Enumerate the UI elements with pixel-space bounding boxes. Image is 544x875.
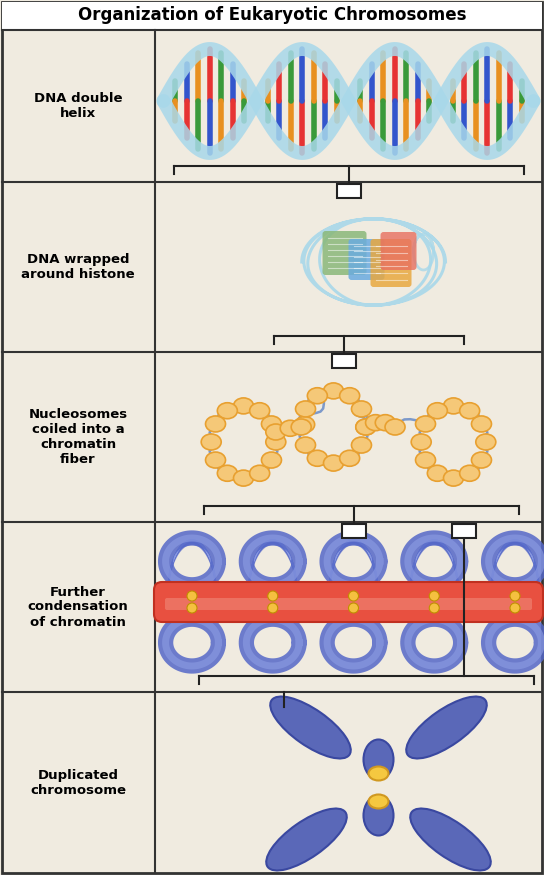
- Polygon shape: [491, 540, 539, 595]
- Ellipse shape: [410, 808, 491, 871]
- Ellipse shape: [324, 455, 343, 471]
- Bar: [2, 2, 542, 30]
- Polygon shape: [410, 540, 458, 596]
- Circle shape: [429, 591, 439, 601]
- FancyBboxPatch shape: [370, 239, 411, 287]
- Ellipse shape: [368, 794, 388, 808]
- Ellipse shape: [460, 466, 480, 481]
- Ellipse shape: [339, 451, 360, 466]
- Polygon shape: [491, 540, 539, 596]
- Ellipse shape: [428, 466, 447, 481]
- Ellipse shape: [356, 419, 376, 435]
- Ellipse shape: [250, 402, 270, 419]
- FancyBboxPatch shape: [323, 231, 367, 275]
- Ellipse shape: [443, 398, 463, 414]
- Bar: [331, 354, 355, 368]
- Polygon shape: [168, 540, 216, 595]
- Ellipse shape: [280, 420, 300, 437]
- Ellipse shape: [416, 452, 436, 468]
- FancyBboxPatch shape: [165, 598, 532, 610]
- Bar: [337, 184, 361, 198]
- Text: Nucleosomes
coiled into a
chromatin
fiber: Nucleosomes coiled into a chromatin fibe…: [28, 408, 127, 466]
- Ellipse shape: [363, 739, 393, 780]
- Polygon shape: [249, 540, 296, 595]
- Circle shape: [268, 591, 278, 601]
- Ellipse shape: [295, 437, 316, 453]
- Ellipse shape: [472, 416, 491, 432]
- Ellipse shape: [262, 452, 281, 468]
- Ellipse shape: [291, 419, 311, 435]
- Ellipse shape: [295, 401, 316, 417]
- FancyBboxPatch shape: [349, 239, 385, 280]
- Polygon shape: [249, 540, 296, 596]
- Ellipse shape: [472, 452, 491, 468]
- Ellipse shape: [460, 402, 480, 419]
- Ellipse shape: [368, 766, 388, 780]
- Ellipse shape: [411, 434, 431, 450]
- Ellipse shape: [201, 434, 221, 450]
- Ellipse shape: [339, 388, 360, 403]
- Polygon shape: [410, 540, 458, 593]
- Circle shape: [510, 591, 520, 601]
- Text: Further
condensation
of chromatin: Further condensation of chromatin: [28, 585, 128, 628]
- Circle shape: [349, 603, 358, 613]
- Ellipse shape: [351, 401, 372, 417]
- Ellipse shape: [385, 419, 405, 435]
- Text: DNA double
helix: DNA double helix: [34, 92, 122, 120]
- Ellipse shape: [266, 808, 347, 871]
- Ellipse shape: [218, 402, 237, 419]
- Polygon shape: [249, 540, 296, 593]
- Text: Organization of Eukaryotic Chromosomes: Organization of Eukaryotic Chromosomes: [78, 6, 466, 24]
- Bar: [342, 524, 366, 538]
- Ellipse shape: [406, 696, 487, 759]
- Ellipse shape: [307, 388, 327, 403]
- Ellipse shape: [250, 466, 270, 481]
- Ellipse shape: [366, 415, 386, 430]
- Polygon shape: [168, 540, 216, 593]
- Ellipse shape: [351, 437, 372, 453]
- Polygon shape: [491, 540, 539, 593]
- Circle shape: [268, 603, 278, 613]
- Ellipse shape: [218, 466, 237, 481]
- Polygon shape: [330, 540, 378, 593]
- FancyBboxPatch shape: [380, 232, 417, 270]
- Circle shape: [187, 603, 197, 613]
- Circle shape: [429, 603, 439, 613]
- Ellipse shape: [356, 419, 376, 435]
- Ellipse shape: [375, 415, 395, 430]
- Ellipse shape: [206, 452, 226, 468]
- Polygon shape: [330, 540, 378, 596]
- Ellipse shape: [233, 470, 254, 487]
- Ellipse shape: [266, 434, 286, 450]
- Ellipse shape: [443, 470, 463, 487]
- Bar: [452, 524, 475, 538]
- Polygon shape: [410, 540, 458, 595]
- Circle shape: [510, 603, 520, 613]
- Ellipse shape: [363, 795, 393, 836]
- Ellipse shape: [233, 398, 254, 414]
- Ellipse shape: [262, 416, 281, 432]
- Ellipse shape: [295, 416, 314, 432]
- Ellipse shape: [270, 696, 351, 759]
- Ellipse shape: [428, 402, 447, 419]
- FancyBboxPatch shape: [154, 582, 543, 622]
- Polygon shape: [330, 540, 378, 595]
- Ellipse shape: [476, 434, 496, 450]
- Ellipse shape: [206, 416, 226, 432]
- Polygon shape: [168, 540, 216, 596]
- Circle shape: [187, 591, 197, 601]
- Ellipse shape: [416, 416, 436, 432]
- Text: DNA wrapped
around histone: DNA wrapped around histone: [21, 253, 135, 281]
- Ellipse shape: [266, 424, 286, 440]
- Ellipse shape: [307, 451, 327, 466]
- Circle shape: [349, 591, 358, 601]
- Ellipse shape: [324, 383, 343, 399]
- Text: Duplicated
chromosome: Duplicated chromosome: [30, 768, 126, 796]
